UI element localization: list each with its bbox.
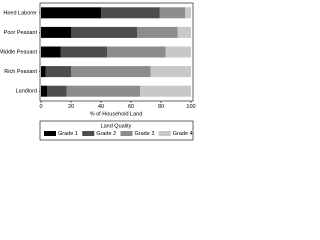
legend-swatch xyxy=(158,131,171,136)
bar-segment xyxy=(66,85,140,97)
bar-segment xyxy=(177,26,191,38)
x-tick-label: 100 xyxy=(186,104,195,110)
bar-segment xyxy=(71,66,151,78)
x-tick-label: 60 xyxy=(128,104,134,110)
bar-segment xyxy=(159,7,185,19)
bar-segment xyxy=(41,7,101,19)
legend-swatch xyxy=(82,131,95,136)
bar-segment xyxy=(60,46,107,58)
bar-segment xyxy=(107,46,166,58)
legend-label: Grade 2 xyxy=(96,131,116,137)
bar-segment xyxy=(71,26,137,38)
legend-label: Grade 3 xyxy=(135,131,155,137)
bar-segment xyxy=(137,26,178,38)
bar-segment xyxy=(140,85,191,97)
y-tick-label: Hired Laborer xyxy=(3,10,37,16)
bar-segment xyxy=(185,7,191,19)
y-tick-label: Middle Peasant xyxy=(0,49,37,55)
bar-segment xyxy=(41,26,71,38)
x-tick-label: 80 xyxy=(158,104,164,110)
x-tick-label: 20 xyxy=(68,104,74,110)
bar-segment xyxy=(41,85,47,97)
x-tick-label: 40 xyxy=(98,104,104,110)
page: % of Household Land Land Quality 0 20 40 60… xyxy=(0,2,196,141)
y-tick-label: Rich Peasant xyxy=(4,69,37,75)
x-axis-label: % of Household Land xyxy=(90,111,143,117)
bar-segment xyxy=(165,46,191,58)
y-tick-label: Poor Peasant xyxy=(4,30,38,36)
bar-segment xyxy=(47,85,67,97)
legend-label: Grade 4 xyxy=(173,131,193,137)
bar-segment xyxy=(41,66,46,78)
bar-segment xyxy=(41,46,61,58)
legend-title: Land Quality xyxy=(101,123,132,129)
y-tick-label: Landlord xyxy=(16,89,37,95)
chart: % of Household Land Land Quality 0 20 40 60… xyxy=(0,2,196,141)
bar-segment xyxy=(150,66,191,78)
legend-swatch xyxy=(120,131,133,136)
legend-label: Grade 1 xyxy=(58,131,78,137)
legend-swatch xyxy=(44,131,56,136)
x-tick-label: 0 xyxy=(39,104,42,110)
legend-frame xyxy=(39,120,194,141)
bar-segment xyxy=(45,66,71,78)
bar-segment xyxy=(101,7,160,19)
